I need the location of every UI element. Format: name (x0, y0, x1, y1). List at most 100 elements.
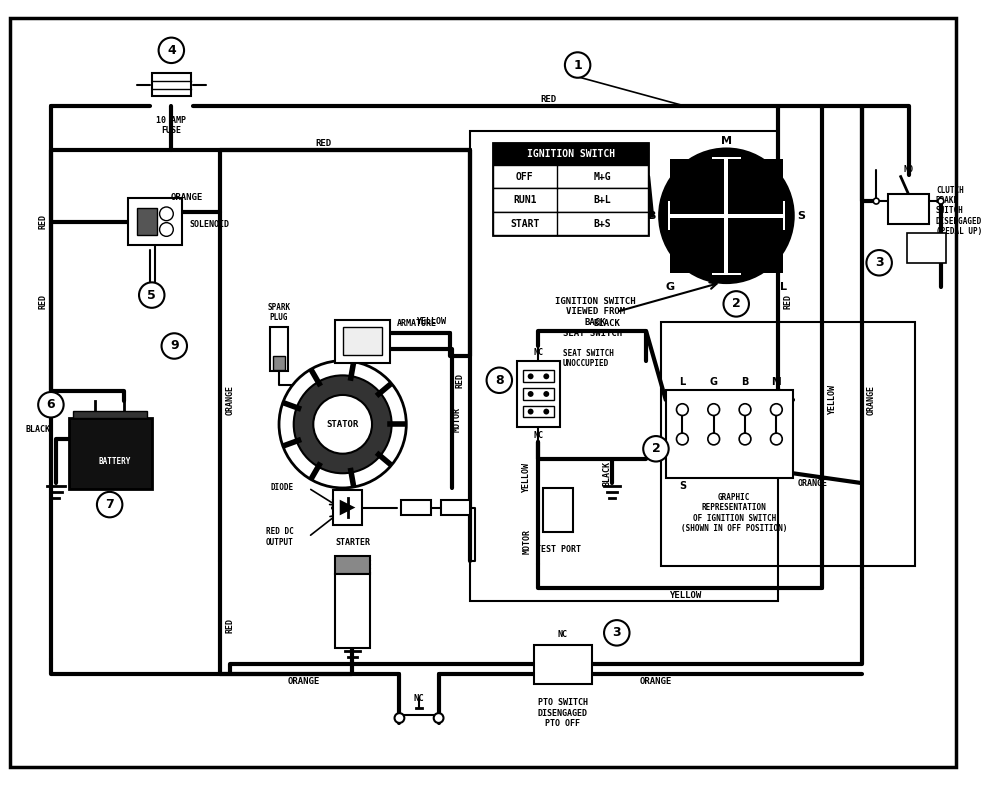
Circle shape (740, 403, 751, 415)
Text: RED: RED (226, 618, 235, 633)
Text: GRAPHIC
REPRESENTATION
OF IGNITION SWITCH
(SHOWN IN OFF POSITION): GRAPHIC REPRESENTATION OF IGNITION SWITC… (681, 493, 788, 533)
Text: ARMATURE: ARMATURE (396, 319, 437, 328)
Text: STATOR: STATOR (326, 420, 359, 429)
Text: RED: RED (784, 294, 793, 309)
Text: S: S (797, 211, 805, 221)
Bar (270, 327, 288, 371)
Bar (493, 144, 648, 165)
Bar (333, 490, 362, 525)
Text: 8: 8 (495, 374, 504, 387)
Circle shape (159, 38, 184, 63)
Bar (715, 159, 739, 272)
Text: 3: 3 (875, 256, 883, 269)
Text: BLACK: BLACK (602, 461, 611, 486)
Text: ORANGE: ORANGE (715, 464, 744, 473)
Bar (493, 144, 648, 236)
Circle shape (394, 713, 404, 723)
Text: RED: RED (456, 373, 464, 388)
Circle shape (708, 433, 720, 445)
Text: L: L (780, 283, 787, 292)
Bar (493, 212, 648, 236)
Text: 5: 5 (147, 289, 156, 301)
Text: 10 AMP
FUSE: 10 AMP FUSE (157, 116, 186, 135)
Text: IGNITION SWITCH
VIEWED FROM
BACK: IGNITION SWITCH VIEWED FROM BACK (555, 297, 636, 327)
Bar (712, 157, 741, 177)
Text: B+S: B+S (594, 218, 611, 228)
Circle shape (139, 283, 165, 308)
Circle shape (604, 620, 629, 645)
Text: NC: NC (533, 431, 543, 440)
Text: SEAT SWITCH
UNOCCUPIED: SEAT SWITCH UNOCCUPIED (563, 349, 614, 368)
Text: MOTOR: MOTOR (453, 407, 461, 432)
Text: G: G (710, 378, 718, 387)
Circle shape (770, 433, 782, 445)
Circle shape (543, 409, 549, 414)
Text: 7: 7 (106, 498, 114, 511)
Bar (669, 204, 783, 228)
Text: NO: NO (903, 166, 914, 174)
Text: ORANGE: ORANGE (287, 677, 319, 686)
Text: SEAT SWITCH: SEAT SWITCH (563, 329, 622, 338)
Circle shape (160, 207, 174, 221)
Text: MOTOR: MOTOR (523, 529, 531, 554)
Bar (401, 500, 431, 516)
Text: BATTERY: BATTERY (99, 457, 131, 466)
Bar (543, 488, 573, 532)
Circle shape (770, 403, 782, 415)
Text: B+L: B+L (594, 195, 611, 205)
Text: NC: NC (533, 349, 543, 357)
Text: ORANGE: ORANGE (640, 677, 672, 686)
Text: 2: 2 (652, 442, 661, 455)
Bar (668, 201, 687, 231)
Text: 9: 9 (170, 339, 178, 352)
Text: YELLOW: YELLOW (669, 591, 701, 601)
Bar (661, 322, 915, 566)
Text: BLACK: BLACK (594, 319, 620, 328)
Bar (669, 159, 725, 214)
Circle shape (528, 374, 533, 379)
Bar (729, 217, 783, 272)
Text: PTO SWITCH
DISENGAGED
PTO OFF: PTO SWITCH DISENGAGED PTO OFF (538, 699, 588, 728)
Bar (523, 406, 554, 418)
Bar (517, 360, 560, 427)
Bar (666, 390, 793, 478)
Text: ORANGE: ORANGE (171, 192, 203, 202)
Bar (765, 201, 785, 231)
Text: YELLOW: YELLOW (523, 463, 531, 493)
Circle shape (486, 367, 512, 393)
Text: BLACK: BLACK (26, 425, 50, 434)
Bar (441, 500, 470, 516)
Text: ORANGE: ORANGE (798, 479, 827, 487)
Circle shape (97, 492, 122, 517)
Circle shape (160, 223, 174, 236)
Circle shape (434, 713, 444, 723)
Bar (69, 418, 152, 489)
Circle shape (660, 149, 793, 283)
Text: YELLOW: YELLOW (827, 385, 837, 414)
Text: ORANGE: ORANGE (226, 385, 235, 414)
Bar (335, 574, 370, 648)
Circle shape (676, 433, 688, 445)
Text: RED: RED (38, 294, 47, 309)
Text: 3: 3 (612, 626, 621, 639)
Bar (523, 388, 554, 400)
Text: SPARK
PLUG: SPARK PLUG (267, 303, 291, 323)
Circle shape (708, 403, 720, 415)
Bar (335, 557, 370, 574)
Circle shape (314, 395, 372, 454)
Text: STARTER: STARTER (335, 538, 370, 546)
Circle shape (528, 409, 533, 414)
Text: 2: 2 (732, 298, 740, 310)
Text: SOLENOID: SOLENOID (189, 220, 229, 229)
Text: M+G: M+G (594, 172, 611, 181)
Circle shape (543, 374, 549, 379)
Text: RUN1: RUN1 (513, 195, 536, 205)
Text: M: M (721, 137, 732, 146)
Bar (729, 159, 783, 214)
Circle shape (565, 53, 591, 78)
Text: OFF: OFF (516, 172, 533, 181)
Circle shape (724, 291, 749, 316)
Text: DIODE: DIODE (270, 484, 294, 492)
Text: RED DC
OUTPUT: RED DC OUTPUT (266, 528, 294, 546)
Text: IGNITION SWITCH: IGNITION SWITCH (527, 149, 615, 159)
